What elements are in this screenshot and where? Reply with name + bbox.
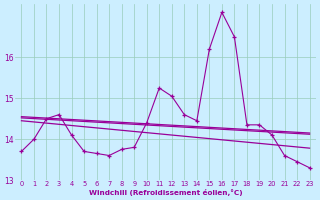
X-axis label: Windchill (Refroidissement éolien,°C): Windchill (Refroidissement éolien,°C) bbox=[89, 189, 242, 196]
